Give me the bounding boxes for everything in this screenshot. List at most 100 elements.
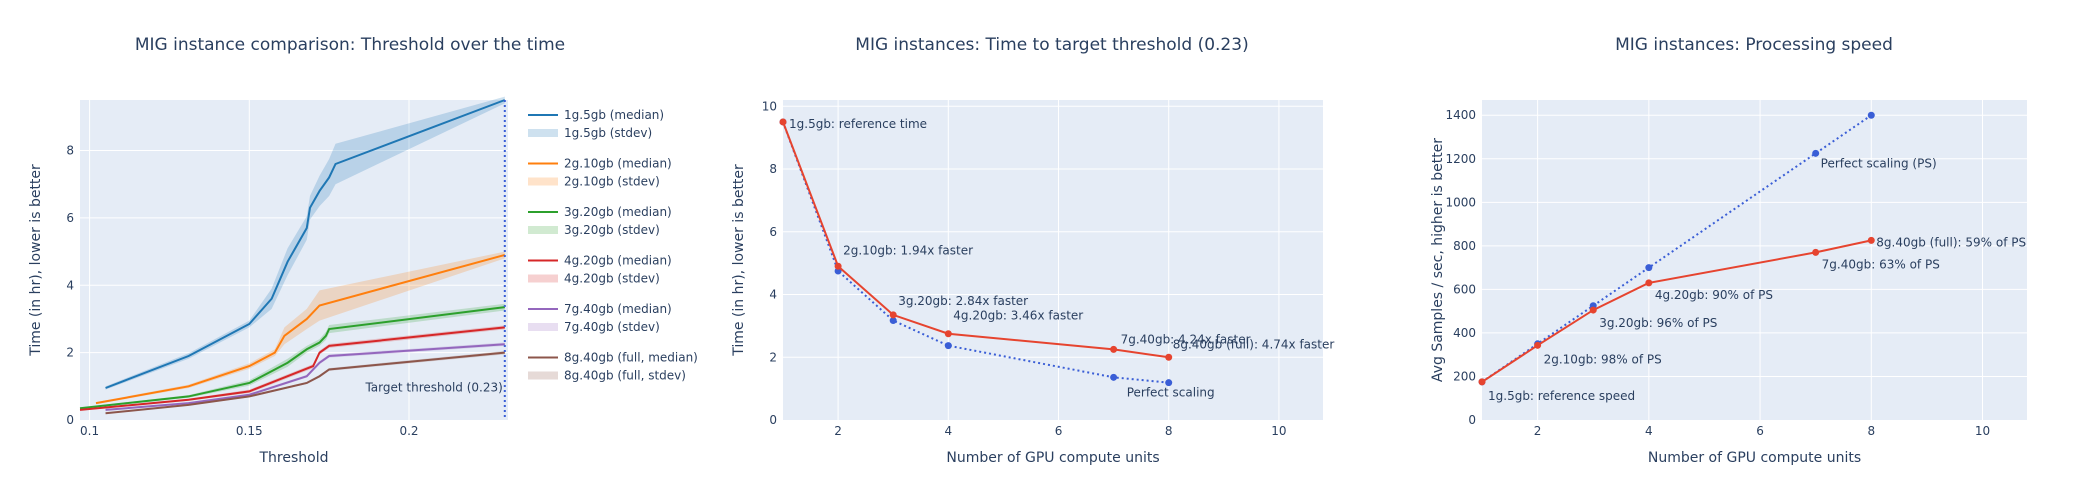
point-annotation: Perfect scaling (1127, 386, 1215, 400)
chart-title: MIG instances: Time to target threshold … (855, 35, 1248, 55)
plot-area (783, 100, 1323, 420)
y-tick-label: 2 (769, 350, 777, 364)
y-axis-title: Time (in hr), lower is better (28, 164, 44, 357)
x-axis-title: Threshold (259, 450, 329, 466)
legend-median-label: 1g.5gb (median) (564, 108, 664, 122)
perfect-scaling-point (1812, 149, 1820, 157)
legend-stdev-swatch (528, 274, 558, 283)
legend-stdev-swatch (528, 323, 558, 331)
y-tick-label: 0 (66, 413, 74, 427)
legend-stdev-swatch (528, 371, 558, 380)
y-tick-label: 10 (762, 99, 777, 113)
x-tick-label: 8 (1867, 424, 1875, 438)
point-annotation: 1g.5gb: reference speed (1488, 389, 1635, 403)
legend-median-label: 7g.40gb (median) (564, 302, 672, 316)
y-tick-label: 4 (769, 288, 777, 302)
legend-median-label: 4g.20gb (median) (564, 254, 672, 268)
perfect-scaling-point (944, 342, 952, 350)
perfect-scaling-point (1165, 379, 1173, 387)
median-line (105, 351, 505, 415)
stdev-band (80, 303, 505, 409)
y-tick-label: 6 (66, 211, 74, 225)
legend-stdev-swatch (528, 177, 558, 186)
measured-point (1110, 345, 1118, 353)
y-tick-label: 1200 (1445, 152, 1476, 166)
plot-area (80, 100, 508, 420)
x-axis-title: Number of GPU compute units (1648, 450, 1861, 466)
y-tick-label: 800 (1453, 239, 1476, 253)
x-tick-label: 2 (834, 424, 842, 438)
point-annotation: 4g.20gb: 3.46x faster (953, 309, 1083, 323)
y-tick-label: 200 (1453, 369, 1476, 383)
measured-point (944, 330, 952, 338)
point-annotation: Perfect scaling (PS) (1821, 156, 1937, 170)
x-tick-label: 8 (1165, 424, 1173, 438)
y-tick-label: 8 (66, 144, 74, 158)
legend-stdev-label: 3g.20gb (stdev) (564, 223, 660, 237)
measured-point (1165, 353, 1173, 361)
x-tick-label: 6 (1756, 424, 1764, 438)
y-tick-label: 1000 (1445, 195, 1476, 209)
measured-point (1534, 341, 1542, 349)
chart-title: MIG instances: Processing speed (1615, 35, 1893, 55)
y-tick-label: 600 (1453, 282, 1476, 296)
target-threshold-label: Target threshold (0.23) (364, 380, 502, 394)
x-tick-label: 4 (944, 424, 952, 438)
perfect-scaling-line (782, 121, 1169, 384)
legend-median-label: 2g.10gb (median) (564, 157, 672, 171)
perfect-scaling-point (1867, 111, 1875, 119)
measured-point (1645, 279, 1653, 287)
median-line (105, 343, 505, 411)
x-tick-label: 4 (1645, 424, 1653, 438)
x-tick-label: 2 (1534, 424, 1542, 438)
y-tick-label: 4 (66, 278, 74, 292)
measured-point (1478, 378, 1486, 386)
point-annotation: 8g.40gb (full): 4.74x faster (1173, 337, 1335, 351)
legend-stdev-label: 1g.5gb (stdev) (564, 126, 652, 140)
measured-point (834, 262, 842, 270)
legend-stdev-swatch (528, 129, 558, 137)
point-annotation: 8g.40gb (full): 59% of PS (1876, 235, 2026, 249)
x-tick-label: 10 (1271, 424, 1286, 438)
measured-point (1589, 306, 1597, 314)
point-annotation: 2g.10gb: 98% of PS (1544, 352, 1662, 366)
point-annotation: 4g.20gb: 90% of PS (1655, 288, 1773, 302)
point-annotation: 3g.20gb: 2.84x faster (898, 294, 1028, 308)
point-annotation: 2g.10gb: 1.94x faster (843, 243, 973, 257)
measured-line (782, 121, 1169, 359)
legend-stdev-label: 2g.10gb (stdev) (564, 175, 660, 189)
measured-point (1812, 248, 1820, 256)
y-tick-label: 400 (1453, 326, 1476, 340)
perfect-scaling-point (1645, 264, 1653, 272)
median-line (79, 326, 505, 411)
x-axis-title: Number of GPU compute units (946, 450, 1159, 466)
y-tick-label: 0 (1468, 413, 1476, 427)
y-axis-title: Time (in hr), lower is better (731, 164, 747, 357)
legend-stdev-label: 4g.20gb (stdev) (564, 272, 660, 286)
x-tick-label: 10 (1975, 424, 1990, 438)
legend-stdev-swatch (528, 226, 558, 234)
point-annotation: 3g.20gb: 96% of PS (1599, 316, 1717, 330)
y-tick-label: 0 (769, 413, 777, 427)
y-tick-label: 8 (769, 162, 777, 176)
stdev-band (95, 251, 505, 405)
time-to-target-chart: MIG instances: Time to target threshold … (731, 35, 1334, 466)
y-tick-label: 2 (66, 346, 74, 360)
measured-point (1867, 236, 1875, 244)
threshold-over-time-chart: MIG instance comparison: Threshold over … (28, 35, 698, 466)
perfect-scaling-point (889, 317, 897, 325)
median-line (105, 99, 506, 389)
perfect-scaling-line (1481, 114, 1872, 383)
processing-speed-chart: MIG instances: Processing speed 2 4 6 8 10 0 20… (1430, 35, 2027, 466)
point-annotation: 7g.40gb: 4.24x faster (1121, 332, 1251, 346)
perfect-scaling-point (1110, 373, 1118, 381)
measured-point (779, 118, 787, 126)
point-annotation: 7g.40gb: 63% of PS (1822, 257, 1940, 271)
y-axis-title: Avg Samples / sec, higher is better (1430, 138, 1446, 382)
chart-title: MIG instance comparison: Threshold over … (135, 35, 565, 55)
median-line (95, 253, 506, 405)
y-tick-label: 1400 (1445, 108, 1476, 122)
x-tick-label: 6 (1055, 424, 1063, 438)
legend-median-label: 3g.20gb (median) (564, 205, 672, 219)
